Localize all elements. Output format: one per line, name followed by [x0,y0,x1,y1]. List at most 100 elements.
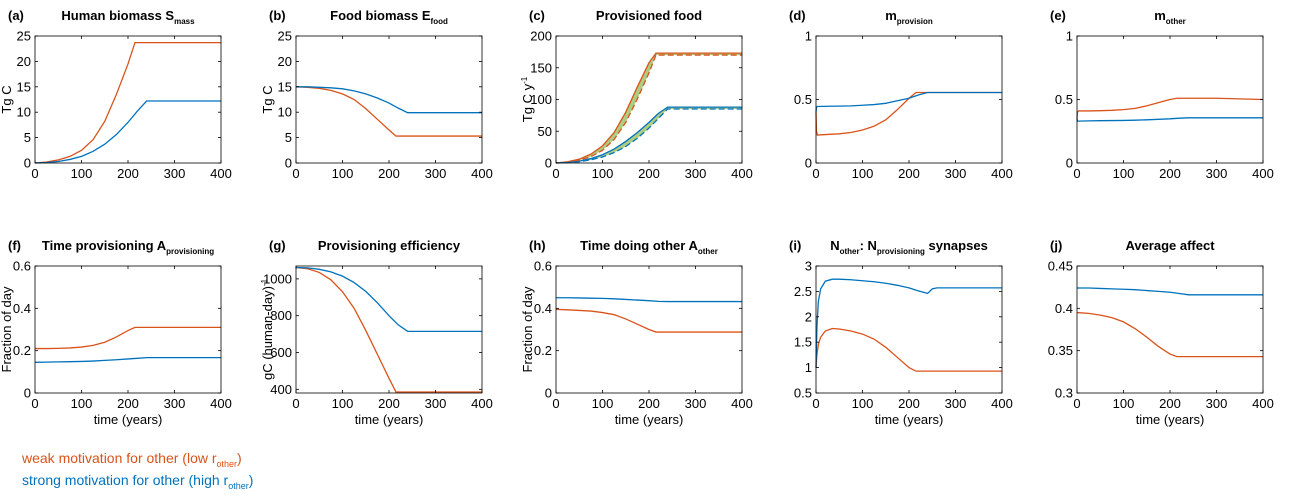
y-tick-label: 15 [17,79,31,94]
series-line-strong [34,100,221,164]
panel-title: Food biomass Efood [330,8,448,26]
series-line-weak [34,41,221,164]
y-tick-label: 5 [285,130,292,145]
x-axis-label: time (years) [355,412,424,427]
x-tick-label: 0 [552,166,559,181]
panel-c: 0 100 200 300 400 0 50 100 150 200 (c) Provisioned … [520,8,753,181]
x-tick-label: 300 [685,396,707,411]
panel-title: mprovision [885,8,933,26]
y-tick-label: 0.4 [534,301,552,316]
y-tick-label: 0.6 [534,259,552,274]
series-line-strong [295,266,482,332]
x-tick-label: 300 [685,166,707,181]
panel-title: Time provisioning Aprovisioning [42,238,214,256]
panel-a: 0 100 200 300 400 0 5 10 15 20 25 (a) Human biomass … [0,8,232,181]
series-line-weak [815,327,1002,372]
panel-e: 0 100 200 300 400 0 0.5 1(e) mother [1050,8,1274,181]
x-axis-label: time (years) [94,412,163,427]
x-tick-label: 200 [898,166,920,181]
y-tick-label: 0 [545,386,552,401]
legend-weak: weak motivation for other (low rother) [22,450,242,469]
x-axis-label: time (years) [1136,412,1205,427]
series-dashed-strong [555,108,742,164]
panel-j: 0 100 200 300 400 0.3 0.35 0.4 0.45 (j) Average af… [1048,238,1274,427]
panel-label: (g) [269,238,286,253]
y-tick-label: 1 [1066,29,1073,44]
y-tick-label: 10 [17,105,31,120]
axes-box [815,35,1003,164]
legend-weak-sub: other [216,458,238,469]
x-tick-label: 200 [1159,166,1181,181]
x-tick-label: 0 [552,396,559,411]
y-tick-label: 0.5 [794,92,812,107]
panel-b: 0 100 200 300 400 0 5 10 15 20 25 (b) Food biomass E… [260,8,493,181]
series-line-weak [295,266,482,393]
series-line-strong [815,91,1002,113]
x-tick-label: 200 [638,396,660,411]
x-tick-label: 0 [31,166,38,181]
panel-title: Nother: Nprovisioning synapses [830,238,988,256]
panel-g: 0 100 200 300 400 400 600 800 1000 (g) Provisionin… [260,238,493,427]
x-tick-label: 100 [71,166,93,181]
y-tick-label: 0 [545,156,552,171]
x-tick-label: 0 [292,166,299,181]
axes-box [295,265,483,394]
x-tick-label: 200 [117,396,139,411]
panel-title: Provisioned food [596,8,702,23]
x-tick-label: 400 [1252,166,1274,181]
y-tick-label: 0.2 [13,343,31,358]
y-tick-label: 15 [278,79,292,94]
x-tick-label: 300 [425,166,447,181]
y-tick-label: 400 [270,382,292,397]
legend-strong-sub: other [228,480,249,491]
y-tick-label: 1 [805,360,812,375]
y-tick-label: 0 [1066,156,1073,171]
series-line-strong [815,278,1002,368]
axes-box [34,35,222,164]
x-tick-label: 100 [332,396,354,411]
x-tick-label: 100 [852,396,874,411]
x-tick-label: 0 [812,396,819,411]
shaded-area [556,107,742,163]
x-tick-label: 400 [1252,396,1274,411]
x-tick-label: 100 [332,166,354,181]
x-tick-label: 0 [292,396,299,411]
panel-label: (f) [8,238,21,253]
y-tick-label: 2.5 [794,284,812,299]
panel-label: (a) [8,8,24,23]
y-tick-label: 10 [278,105,292,120]
y-tick-label: 100 [530,92,552,107]
x-tick-label: 100 [592,166,614,181]
panel-label: (b) [269,8,286,23]
y-tick-label: 5 [24,130,31,145]
y-tick-label: 25 [278,29,292,44]
series-line-weak [295,86,482,137]
y-tick-label: 0 [24,386,31,401]
series-line-strong [34,357,221,363]
y-tick-label: 20 [278,54,292,69]
y-tick-label: 0 [285,156,292,171]
series-line-weak [555,308,742,333]
y-tick-label: 0.45 [1048,259,1073,274]
y-tick-label: 25 [17,29,31,44]
panel-title: Human biomass Smass [61,8,195,26]
x-tick-label: 200 [117,166,139,181]
series-line-weak [555,52,742,164]
panel-f: 0 100 200 300 400 0 0.2 0.4 0.6 (f) Time provision… [0,238,232,427]
x-tick-label: 300 [425,396,447,411]
y-tick-label: 1 [805,29,812,44]
y-tick-label: 0 [805,156,812,171]
y-tick-label: 0.3 [1055,386,1073,401]
x-tick-label: 300 [164,396,186,411]
series-line-strong [555,106,742,164]
panel-h: 0 100 200 300 400 0 0.2 0.4 0.6 (h) Time doing oth… [520,238,753,427]
x-tick-label: 400 [731,166,753,181]
y-tick-label: 0.4 [1055,301,1073,316]
x-tick-label: 400 [471,166,493,181]
y-tick-label: 0.2 [534,343,552,358]
x-tick-label: 100 [852,166,874,181]
x-tick-label: 400 [731,396,753,411]
panel-label: (d) [789,8,806,23]
series-line-strong [1077,287,1263,296]
